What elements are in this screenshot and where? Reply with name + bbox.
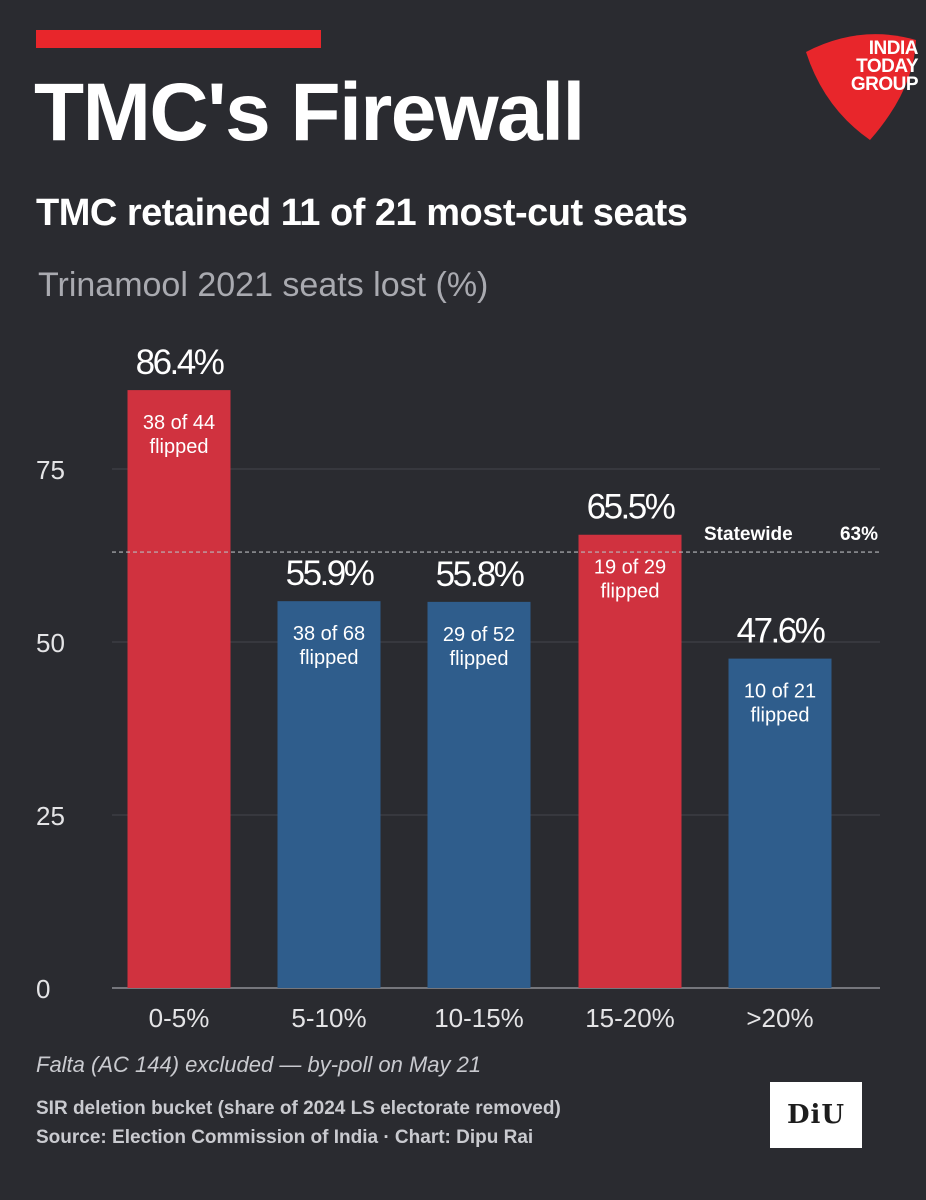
- bar-annotation-line: flipped: [150, 436, 209, 458]
- bar-annotation-line: flipped: [450, 648, 509, 670]
- x-tick-label: >20%: [746, 1003, 813, 1033]
- y-tick-label: 0: [36, 974, 50, 1004]
- x-tick-label: 15-20%: [585, 1003, 675, 1033]
- reference-line-value: 63%: [840, 524, 878, 545]
- x-tick-label: 5-10%: [291, 1003, 366, 1033]
- footer-bucket-note: SIR deletion bucket (share of 2024 LS el…: [36, 1098, 561, 1119]
- bar: [728, 658, 832, 988]
- india-today-logo-icon: [806, 34, 916, 140]
- accent-bar: [36, 30, 321, 48]
- logo-word: GROUP: [850, 74, 919, 95]
- bar-annotation-line: 38 of 68: [293, 623, 365, 645]
- footnote: Falta (AC 144) excluded — by-poll on May…: [36, 1052, 482, 1077]
- bar-annotation-line: 10 of 21: [744, 681, 816, 703]
- data-label: 55.8%: [436, 555, 524, 594]
- page-subtitle: TMC retained 11 of 21 most-cut seats: [36, 192, 688, 234]
- logo-word: TODAY: [856, 56, 918, 77]
- y-axis-label: Trinamool 2021 seats lost (%): [38, 266, 489, 304]
- y-tick-label: 75: [36, 455, 65, 485]
- diu-badge: DiU: [770, 1082, 862, 1148]
- bar-annotation-line: 38 of 44: [143, 412, 215, 434]
- footer-source: Source: Election Commission of India · C…: [36, 1127, 534, 1148]
- reference-line-label: Statewide: [704, 524, 793, 545]
- page-title: TMC's Firewall: [34, 67, 585, 158]
- bar-annotation-line: flipped: [601, 581, 660, 603]
- logo-word: INDIA: [868, 38, 919, 59]
- bar: [127, 390, 231, 988]
- bar: [578, 534, 682, 988]
- data-label: 86.4%: [136, 343, 224, 382]
- data-label: 55.9%: [286, 554, 374, 593]
- y-tick-label: 50: [36, 628, 65, 658]
- india-today-logo-text: INDIA TODAY GROUP: [818, 38, 919, 95]
- bar-annotation-line: flipped: [300, 647, 359, 669]
- bar: [427, 601, 531, 988]
- x-tick-label: 10-15%: [434, 1003, 524, 1033]
- y-tick-label: 25: [36, 801, 65, 831]
- bar-annotation-line: flipped: [751, 705, 810, 727]
- x-tick-label: 0-5%: [149, 1003, 210, 1033]
- data-label: 65.5%: [587, 488, 675, 527]
- bar-annotation-line: 29 of 52: [443, 624, 515, 646]
- bar: [277, 601, 381, 988]
- diu-badge-text: DiU: [786, 1100, 846, 1130]
- bar-annotation-line: 19 of 29: [594, 557, 666, 579]
- data-label: 47.6%: [737, 612, 825, 651]
